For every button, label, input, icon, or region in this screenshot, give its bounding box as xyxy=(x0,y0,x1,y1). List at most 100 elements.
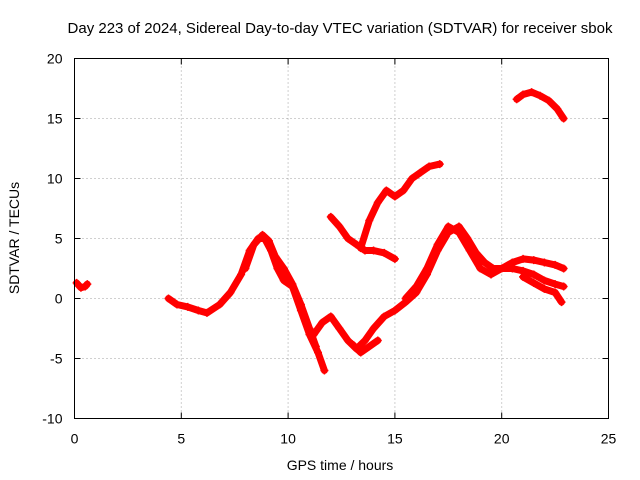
data-point xyxy=(343,336,352,345)
data-point xyxy=(487,270,496,279)
data-point xyxy=(390,192,399,201)
y-tick-label: 15 xyxy=(47,111,63,127)
y-tick-label: 0 xyxy=(55,291,63,307)
data-point xyxy=(356,348,365,357)
data-point xyxy=(373,336,382,345)
data-point xyxy=(416,168,425,177)
series-trace xyxy=(348,337,382,356)
axis-ticks: 0 5 10 15 20 25 -10 -5 0 5 10 15 20 xyxy=(42,51,616,447)
data-point xyxy=(435,160,444,169)
data-point xyxy=(264,236,273,245)
data-point xyxy=(433,240,442,249)
series-trace xyxy=(357,160,444,252)
data-point xyxy=(380,248,389,257)
data-point xyxy=(559,264,568,273)
x-tick-label: 10 xyxy=(280,431,296,447)
y-tick-label: 20 xyxy=(47,51,63,67)
data-point xyxy=(519,272,528,281)
data-point xyxy=(335,324,344,333)
x-tick-label: 5 xyxy=(177,431,185,447)
data-point xyxy=(412,282,421,291)
data-point xyxy=(348,340,357,349)
data-point xyxy=(373,198,382,207)
data-point xyxy=(309,330,318,339)
data-point xyxy=(390,254,399,263)
y-tick-label: -10 xyxy=(42,411,62,427)
data-point xyxy=(173,300,182,309)
x-tick-label: 0 xyxy=(71,431,79,447)
data-point xyxy=(476,264,485,273)
data-point xyxy=(407,174,416,183)
series-arc-a xyxy=(72,278,92,292)
data-point xyxy=(279,264,288,273)
data-point xyxy=(271,252,280,261)
data-point xyxy=(559,282,568,291)
data-point xyxy=(288,280,297,289)
chart-title: Day 223 of 2024, Sidereal Day-to-day VTE… xyxy=(68,20,613,37)
data-series xyxy=(72,88,568,375)
data-point xyxy=(296,300,305,309)
data-point xyxy=(237,270,246,279)
data-point xyxy=(551,280,560,289)
data-point xyxy=(382,186,391,195)
data-point xyxy=(365,342,374,351)
data-point xyxy=(183,302,192,311)
x-tick-label: 15 xyxy=(387,431,403,447)
series-arc-e xyxy=(356,160,444,253)
series-arc-b-upper xyxy=(241,230,320,351)
data-point xyxy=(422,264,431,273)
data-point xyxy=(369,246,378,255)
data-point xyxy=(540,258,549,267)
data-point xyxy=(215,300,224,309)
data-point xyxy=(480,258,489,267)
y-tick-label: 5 xyxy=(55,231,63,247)
data-point xyxy=(559,114,568,123)
data-point xyxy=(540,276,549,285)
data-point xyxy=(194,306,203,315)
data-point xyxy=(356,244,365,253)
y-axis-label: SDTVAR / TECUs xyxy=(6,182,22,294)
data-point xyxy=(320,366,329,375)
data-point xyxy=(551,288,560,297)
data-point xyxy=(465,246,474,255)
data-point xyxy=(360,336,369,345)
data-point xyxy=(83,280,92,289)
data-point xyxy=(519,90,528,99)
data-point xyxy=(226,288,235,297)
data-point xyxy=(258,230,267,239)
data-point xyxy=(369,324,378,333)
series-trace xyxy=(241,231,320,350)
data-point xyxy=(399,186,408,195)
data-point xyxy=(540,284,549,293)
data-point xyxy=(553,104,562,113)
data-point xyxy=(529,256,538,265)
data-point xyxy=(454,228,463,237)
grid-lines xyxy=(74,58,609,419)
data-point xyxy=(343,234,352,243)
data-point xyxy=(512,95,521,104)
data-point xyxy=(76,283,85,292)
data-point xyxy=(551,260,560,269)
data-point xyxy=(536,91,545,100)
data-point xyxy=(249,240,258,249)
data-point xyxy=(164,294,173,303)
data-point xyxy=(72,278,81,287)
series-arc-c-branch xyxy=(401,222,568,303)
data-point xyxy=(202,308,211,317)
data-point xyxy=(305,324,314,333)
series-trace xyxy=(402,223,568,302)
series-arc-c-lower xyxy=(348,336,382,357)
data-point xyxy=(508,258,517,267)
x-axis-label: GPS time / hours xyxy=(287,457,394,473)
data-point xyxy=(311,342,320,351)
data-point xyxy=(390,306,399,315)
data-point xyxy=(444,222,453,231)
data-point xyxy=(314,348,323,357)
data-point xyxy=(401,294,410,303)
data-point xyxy=(380,312,389,321)
data-point xyxy=(326,312,335,321)
data-point xyxy=(529,270,538,279)
data-point xyxy=(318,318,327,327)
data-point xyxy=(557,298,566,307)
